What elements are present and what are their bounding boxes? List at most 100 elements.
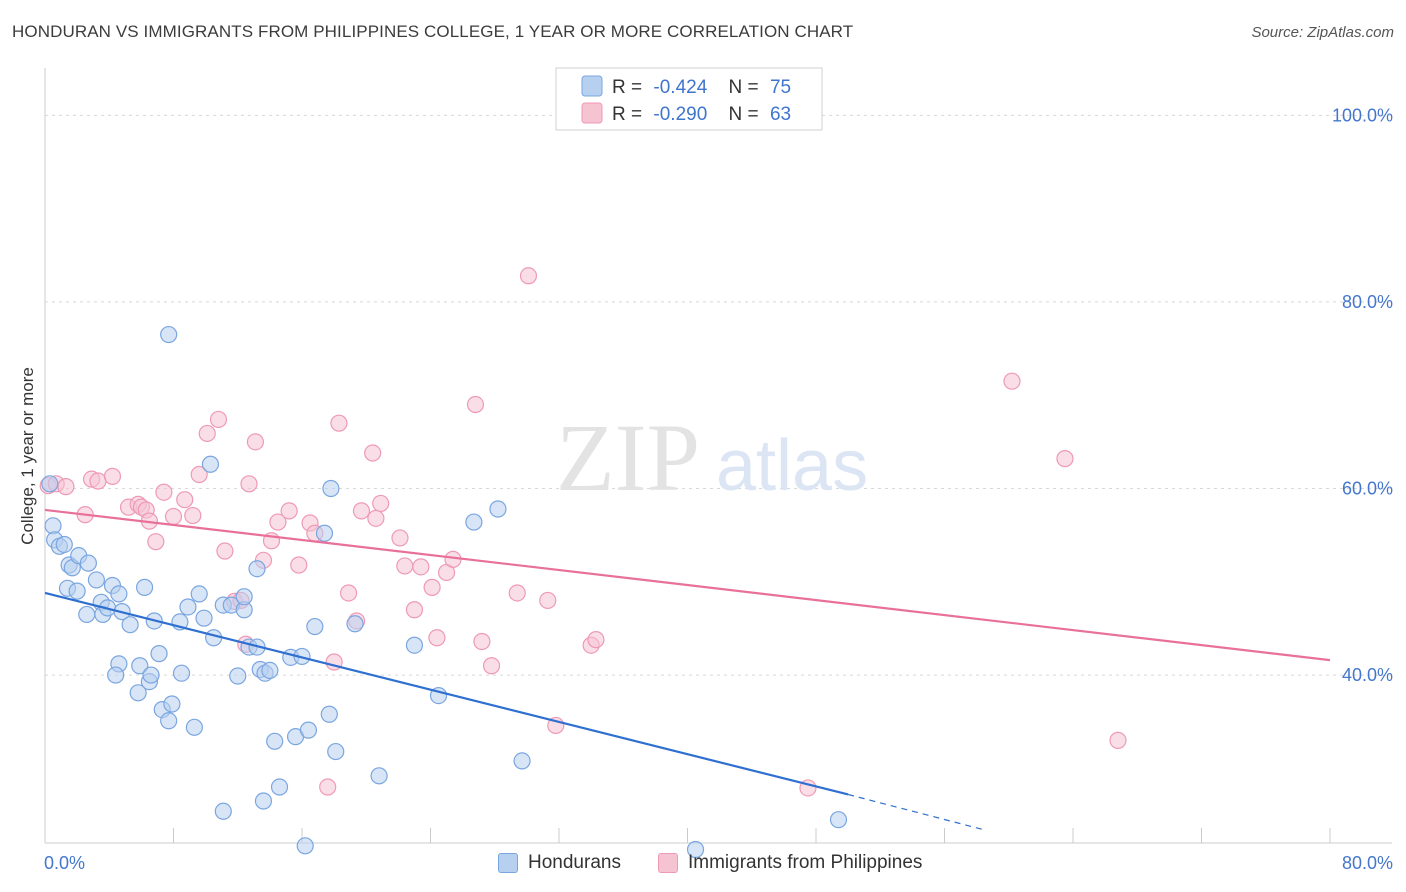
hondurans-point bbox=[142, 666, 160, 684]
bottom-legend-philippines: Immigrants from Philippines bbox=[658, 852, 922, 874]
hondurans-point bbox=[190, 585, 208, 603]
svg-text:R = -0.290 N =: R = -0.290 N = 63 bbox=[612, 104, 791, 125]
philippines-point bbox=[155, 483, 173, 501]
philippines-point bbox=[539, 591, 557, 610]
hondurans-point bbox=[296, 837, 314, 855]
hondurans-point bbox=[513, 752, 531, 770]
axis-layer: 40.0% 60.0% 80.0% 100.0% 0.0% 80.0% bbox=[44, 68, 1393, 873]
legend-box: R = -0.424 N = 75 R = -0.290 N = 63 bbox=[555, 67, 823, 131]
hondurans-point bbox=[160, 325, 178, 344]
philippines-point bbox=[246, 433, 265, 451]
hondurans-trend-extension bbox=[847, 793, 985, 831]
x-tick-label: 0.0% bbox=[44, 853, 85, 873]
philippines-point bbox=[57, 478, 75, 496]
hondurans-point bbox=[261, 661, 279, 680]
hondurans-point bbox=[489, 500, 507, 518]
philippines-point bbox=[508, 584, 526, 602]
philippines-point bbox=[290, 556, 308, 574]
hondurans-point bbox=[346, 615, 364, 633]
hondurans-point bbox=[405, 636, 424, 654]
philippines-point bbox=[519, 267, 538, 285]
philippines-point bbox=[164, 507, 183, 526]
philippines-point bbox=[147, 533, 165, 551]
philippines-point bbox=[269, 513, 287, 531]
hondurans-trend-line bbox=[44, 591, 849, 796]
philippines-point bbox=[176, 491, 194, 509]
hondurans-point bbox=[306, 617, 324, 636]
hondurans-point bbox=[270, 778, 289, 796]
legend-n-value-hondurans: 75 bbox=[770, 77, 791, 98]
hondurans-point bbox=[229, 667, 247, 685]
watermark-atlas: atlas bbox=[716, 426, 868, 506]
hondurans-point bbox=[55, 535, 73, 554]
philippines-point bbox=[391, 529, 409, 547]
philippines-point bbox=[216, 542, 234, 560]
philippines-point bbox=[423, 578, 441, 596]
hondurans-point bbox=[201, 455, 220, 473]
philippines-point bbox=[1056, 450, 1074, 468]
hondurans-point bbox=[299, 721, 318, 739]
y-tick-label: 40.0% bbox=[1342, 665, 1393, 685]
hondurans-point bbox=[87, 571, 106, 589]
philippines-point bbox=[466, 395, 485, 414]
philippines-point bbox=[587, 631, 605, 649]
hondurans-point bbox=[370, 767, 388, 785]
philippines-point bbox=[372, 494, 390, 513]
hondurans-point bbox=[195, 609, 213, 627]
hondurans-point bbox=[214, 802, 232, 820]
hondurans-point bbox=[254, 792, 273, 810]
svg-text:R = -0.424 N =: R = -0.424 N = 75 bbox=[612, 77, 791, 98]
legend-r-label: R = bbox=[612, 104, 642, 125]
hondurans-point bbox=[150, 645, 168, 663]
philippines-point bbox=[473, 632, 491, 651]
philippines-point bbox=[103, 467, 122, 485]
y-tick-label: 80.0% bbox=[1342, 292, 1393, 312]
philippines-point bbox=[339, 584, 358, 602]
y-axis-label: College, 1 year or more bbox=[18, 367, 37, 545]
philippines-point bbox=[240, 475, 258, 493]
hondurans-point bbox=[686, 840, 705, 859]
hondurans-point bbox=[131, 657, 149, 675]
philippines-point bbox=[190, 465, 208, 484]
hondurans-point bbox=[266, 732, 284, 750]
hondurans-point bbox=[163, 695, 181, 713]
philippines-trend-line bbox=[44, 508, 1331, 662]
watermark-zip: ZIP bbox=[556, 404, 700, 511]
philippines-point bbox=[184, 506, 202, 525]
philippines-point bbox=[330, 414, 348, 432]
hondurans-point bbox=[135, 578, 154, 596]
hondurans-point bbox=[248, 560, 266, 578]
philippines-point bbox=[319, 778, 337, 796]
chart-source: Source: ZipAtlas.com bbox=[1251, 24, 1394, 41]
legend-n-value-philippines: 63 bbox=[770, 104, 791, 125]
x-tick-label: 80.0% bbox=[1342, 853, 1393, 873]
hondurans-point bbox=[110, 585, 128, 603]
hondurans-swatch bbox=[498, 853, 518, 873]
chart-title: HONDURAN VS IMMIGRANTS FROM PHILIPPINES … bbox=[12, 22, 854, 41]
hondurans-point bbox=[320, 705, 338, 723]
bottom-legend: Hondurans Immigrants from Philippines bbox=[0, 852, 1406, 878]
philippines-point bbox=[209, 410, 228, 429]
hondurans-point bbox=[465, 513, 483, 531]
legend-r-label: R = bbox=[612, 77, 642, 98]
philippines-point bbox=[405, 601, 424, 619]
bottom-legend-hondurans-label: Hondurans bbox=[528, 852, 621, 873]
philippines-point bbox=[280, 502, 298, 520]
y-tick-label: 60.0% bbox=[1342, 478, 1393, 498]
philippines-point bbox=[412, 558, 430, 576]
legend-r-value-philippines: -0.290 bbox=[653, 104, 707, 125]
philippines-point bbox=[396, 557, 414, 575]
philippines-points bbox=[39, 267, 1127, 797]
philippines-point bbox=[367, 509, 385, 527]
hondurans-point bbox=[41, 475, 59, 493]
bottom-legend-hondurans: Hondurans bbox=[498, 852, 621, 874]
hondurans-point bbox=[179, 598, 197, 616]
legend-r-value-hondurans: -0.424 bbox=[653, 77, 707, 98]
philippines-point bbox=[428, 629, 446, 647]
hondurans-point bbox=[129, 684, 147, 702]
hondurans-point bbox=[107, 666, 125, 684]
philippines-point bbox=[482, 657, 501, 675]
hondurans-point bbox=[829, 811, 848, 829]
hondurans-point bbox=[160, 712, 178, 730]
